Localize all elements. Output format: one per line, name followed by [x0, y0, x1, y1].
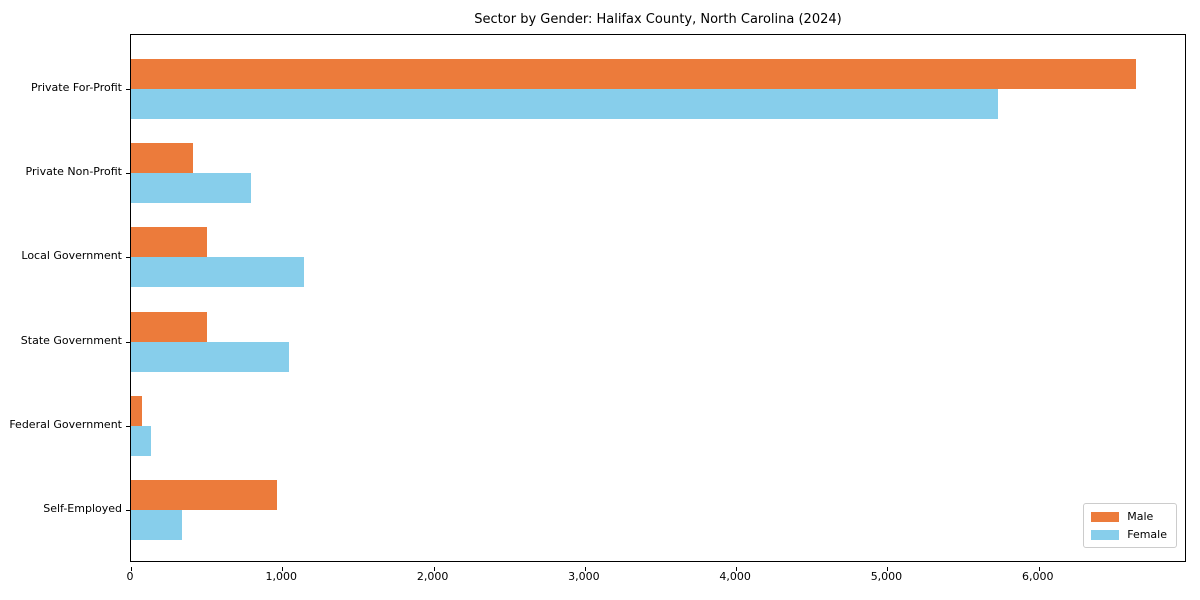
y-axis-label: Private For-Profit — [31, 81, 122, 94]
x-tick — [131, 567, 132, 571]
x-tick — [736, 567, 738, 571]
x-axis-tick-label: 4,000 — [719, 570, 751, 583]
y-axis-label: Private Non-Profit — [25, 165, 122, 179]
bar-male-private-non-profit — [131, 143, 193, 174]
x-axis-tick-label: 2,000 — [416, 570, 449, 583]
legend-swatch-male — [1091, 511, 1120, 522]
chart-title: Sector by Gender: Halifax County, North … — [474, 12, 842, 27]
x-axis-tick-label: 1,000 — [265, 570, 298, 583]
bar-female-self-employed — [131, 510, 182, 540]
legend-swatch-female — [1091, 529, 1120, 540]
plot-area: Male Female — [126, 34, 1186, 571]
y-axis-label: State Government — [20, 333, 122, 347]
bar-female-private-for-profit — [131, 89, 998, 119]
x-axis-tick-label: 5,000 — [870, 570, 903, 583]
y-tick — [126, 257, 130, 259]
bar-male-self-employed — [131, 480, 277, 510]
bar-female-state-government — [131, 341, 290, 372]
x-tick — [282, 567, 284, 571]
bar-male-federal-government — [131, 395, 142, 426]
bar-female-federal-government — [131, 425, 151, 456]
legend-entry-female: Female — [1091, 528, 1167, 541]
x-tick — [433, 567, 435, 571]
y-tick — [126, 89, 130, 90]
x-axis-tick-label: 3,000 — [568, 570, 600, 583]
y-axis-label: Local Government — [21, 249, 122, 263]
bar-male-private-for-profit — [131, 59, 1137, 89]
x-tick — [584, 567, 586, 571]
legend-label-female: Female — [1127, 528, 1167, 541]
y-axis-label: Self-Employed — [43, 502, 122, 515]
x-axis-tick-label: 6,000 — [1021, 570, 1054, 583]
y-tick — [126, 425, 130, 427]
y-tick — [126, 510, 130, 511]
legend-entry-male: Male — [1091, 510, 1167, 523]
legend-label-male: Male — [1127, 510, 1154, 523]
bar-male-local-government — [131, 227, 207, 258]
bar-male-state-government — [131, 311, 208, 342]
x-tick — [887, 567, 889, 571]
y-axis-label: Federal Government — [9, 417, 122, 431]
x-tick — [1038, 567, 1040, 571]
legend: Male Female — [1083, 503, 1177, 548]
bar-female-private-non-profit — [131, 173, 251, 204]
y-tick — [126, 173, 130, 175]
bar-female-local-government — [131, 257, 305, 288]
x-axis-tick-label: 0 — [126, 570, 134, 583]
y-tick — [126, 341, 130, 343]
